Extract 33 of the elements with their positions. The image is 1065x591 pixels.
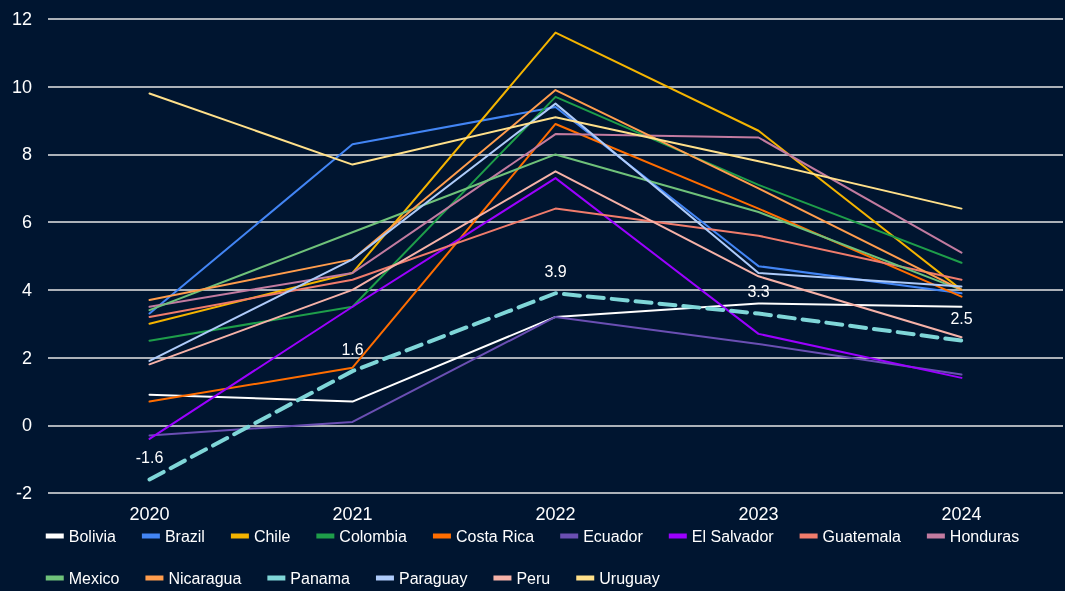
y-tick-label: 0 bbox=[21, 415, 32, 436]
legend-label: Paraguay bbox=[398, 569, 468, 587]
x-tick-label: 2022 bbox=[535, 504, 576, 524]
x-tick-label: 2020 bbox=[129, 504, 170, 524]
y-tick-label: 2 bbox=[21, 347, 32, 368]
x-tick-label: 2021 bbox=[332, 504, 373, 524]
legend-label: Mexico bbox=[68, 569, 120, 587]
legend-label: Peru bbox=[516, 569, 551, 587]
legend-label: El Salvador bbox=[691, 527, 775, 545]
legend-label: Honduras bbox=[949, 527, 1020, 545]
legend-label: Costa Rica bbox=[455, 527, 535, 545]
line-series bbox=[148, 92, 963, 210]
legend-label: Uruguay bbox=[599, 569, 660, 587]
x-tick-label: 2024 bbox=[941, 504, 982, 524]
data-label: 2.5 bbox=[950, 310, 973, 328]
y-tick-label: 6 bbox=[21, 212, 32, 233]
y-tick-label: 10 bbox=[11, 76, 32, 97]
data-label: 3.9 bbox=[544, 262, 567, 280]
legend-label: Colombia bbox=[339, 527, 408, 545]
legend-label: Panama bbox=[290, 569, 351, 587]
legend-label: Nicaragua bbox=[168, 569, 242, 587]
data-label: -1.6 bbox=[135, 448, 164, 466]
y-tick-label: 12 bbox=[11, 9, 32, 29]
y-tick-label: 8 bbox=[21, 144, 32, 165]
legend-label: Bolivia bbox=[68, 527, 116, 545]
legend-label: Brazil bbox=[164, 527, 205, 545]
x-tick-label: 2023 bbox=[738, 504, 779, 524]
legend-label: Ecuador bbox=[583, 527, 644, 545]
legend-label: Chile bbox=[253, 527, 291, 545]
legend-label: Guatemala bbox=[822, 527, 901, 545]
y-tick-label: -2 bbox=[15, 483, 32, 503]
data-label: 1.6 bbox=[341, 340, 364, 358]
y-tick-label: 4 bbox=[21, 279, 32, 300]
